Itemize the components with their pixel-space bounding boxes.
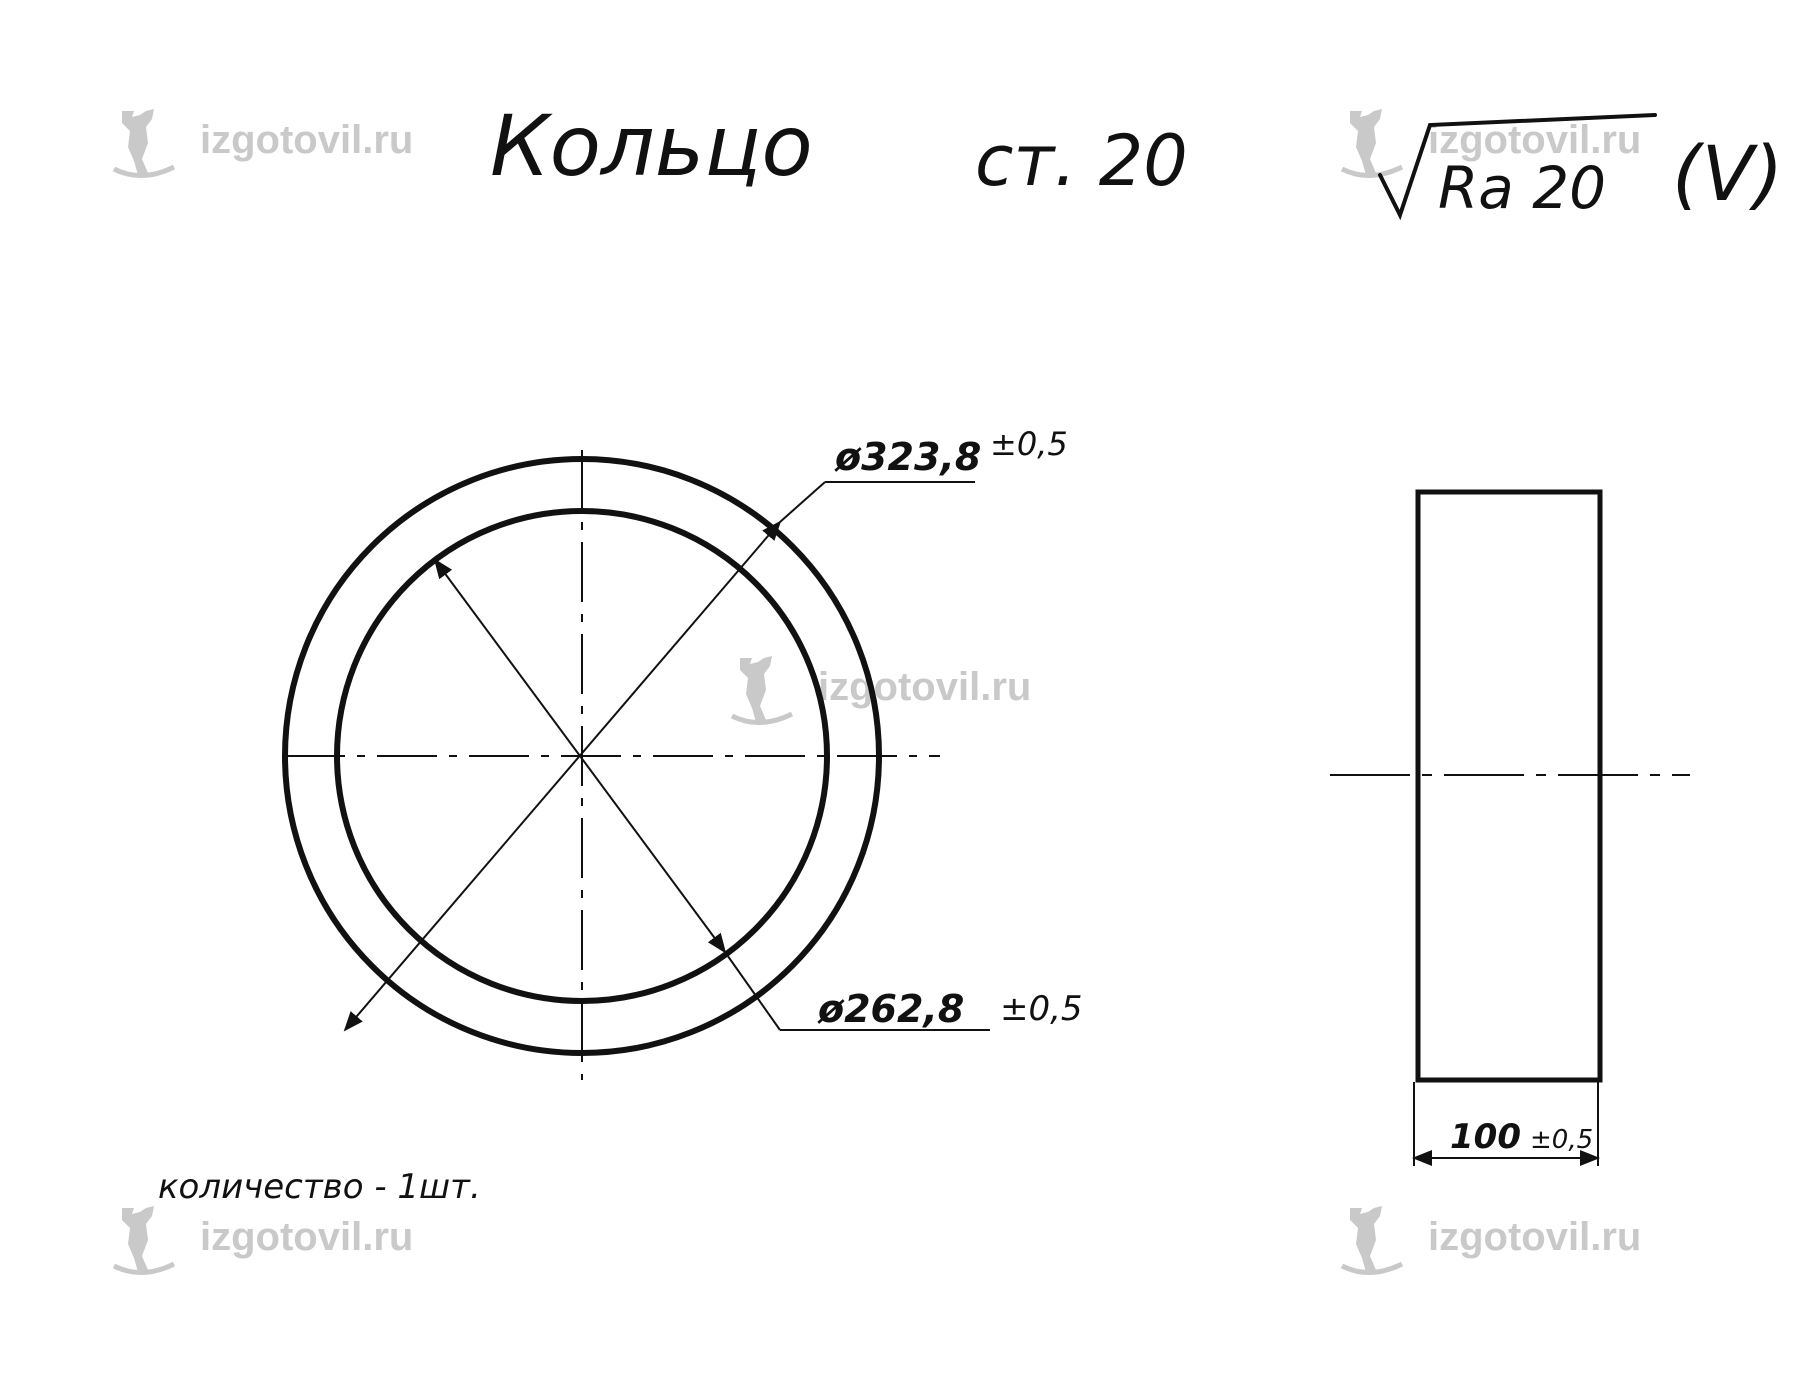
outer-diameter-label: ø323,8: [834, 435, 981, 479]
watermark-logo-icon: [732, 656, 792, 723]
watermark-text: izgotovil.ru: [1428, 1215, 1641, 1259]
part-name: Кольцо: [490, 97, 813, 195]
watermark-text: izgotovil.ru: [818, 665, 1031, 709]
watermark-text: izgotovil.ru: [200, 118, 413, 162]
front-view: [282, 450, 990, 1080]
material-label: ст. 20: [975, 120, 1188, 202]
watermark-logo-icon: [1342, 1206, 1402, 1273]
roughness-note: (V): [1672, 129, 1783, 218]
watermark-top-left: izgotovil.ru: [114, 109, 413, 176]
outer-diameter-line: [343, 520, 782, 1032]
watermark-logo-icon: [1342, 109, 1402, 176]
inner-diameter-tolerance: ±0,5: [1000, 989, 1083, 1029]
watermark-logo-icon: [114, 1206, 174, 1273]
side-rectangle: [1415, 489, 1603, 1083]
watermark-center: izgotovil.ru: [732, 656, 1031, 723]
watermark-logo-icon: [114, 109, 174, 176]
roughness-symbol: Ra 20 (V): [1378, 113, 1783, 222]
watermark-bottom-right: izgotovil.ru: [1342, 1206, 1641, 1273]
outer-diameter-tolerance: ±0,5: [990, 425, 1068, 463]
side-view: [1330, 489, 1690, 1166]
roughness-value: Ra 20: [1438, 154, 1606, 222]
outer-diameter-leader: [779, 481, 826, 523]
inner-diameter-label: ø262,8: [817, 987, 964, 1031]
width-tolerance: ±0,5: [1530, 1125, 1593, 1155]
watermark-text: izgotovil.ru: [200, 1215, 413, 1259]
width-label: 100: [1450, 1117, 1521, 1157]
title-block: Кольцо ст. 20 Ra 20 (V): [490, 97, 1783, 222]
inner-diameter-leader: [724, 951, 781, 1031]
quantity-note: количество - 1шт.: [158, 1167, 481, 1207]
watermark-bottom-left: izgotovil.ru: [114, 1206, 413, 1273]
